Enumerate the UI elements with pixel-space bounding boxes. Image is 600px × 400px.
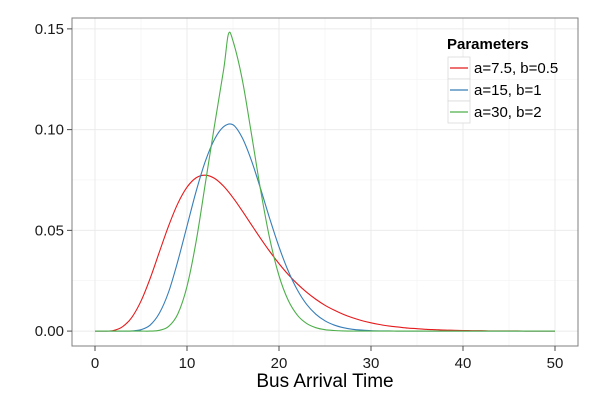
legend-item: a=30, b=2 bbox=[447, 100, 542, 124]
x-axis: 0 10 20 30 40 50 bbox=[91, 346, 564, 372]
y-tick-label: 0.15 bbox=[35, 21, 64, 38]
series-line-3 bbox=[95, 31, 555, 332]
x-tick-label: 40 bbox=[455, 355, 472, 372]
y-axis: 0.00 0.05 0.10 0.15 bbox=[35, 21, 72, 340]
x-tick-label: 0 bbox=[91, 355, 99, 372]
legend-items: a=7.5, b=0.5 a=15, b=1 a=30, b=2 bbox=[447, 56, 558, 124]
y-tick-label: 0.00 bbox=[35, 323, 64, 340]
plot-panel-border bbox=[71, 17, 579, 347]
x-tick-label: 50 bbox=[547, 355, 564, 372]
legend-title: Parameters bbox=[447, 36, 529, 53]
x-tick-label: 20 bbox=[271, 355, 288, 372]
x-tick-label: 10 bbox=[179, 355, 196, 372]
legend-item: a=15, b=1 bbox=[447, 78, 542, 102]
legend-label: a=30, b=2 bbox=[474, 104, 542, 121]
y-tick-label: 0.10 bbox=[35, 122, 64, 139]
x-axis-title: Bus Arrival Time bbox=[256, 371, 393, 392]
series-lines bbox=[94, 31, 555, 332]
legend-item: a=7.5, b=0.5 bbox=[447, 56, 558, 80]
legend-label: a=15, b=1 bbox=[474, 82, 542, 99]
plot-area bbox=[71, 17, 579, 347]
y-tick-label: 0.05 bbox=[35, 222, 64, 239]
legend: Parameters a=7.5, b=0.5 a=15, b=1 a=30, b=… bbox=[447, 36, 558, 124]
x-tick-label: 30 bbox=[363, 355, 380, 372]
legend-label: a=7.5, b=0.5 bbox=[474, 60, 558, 77]
